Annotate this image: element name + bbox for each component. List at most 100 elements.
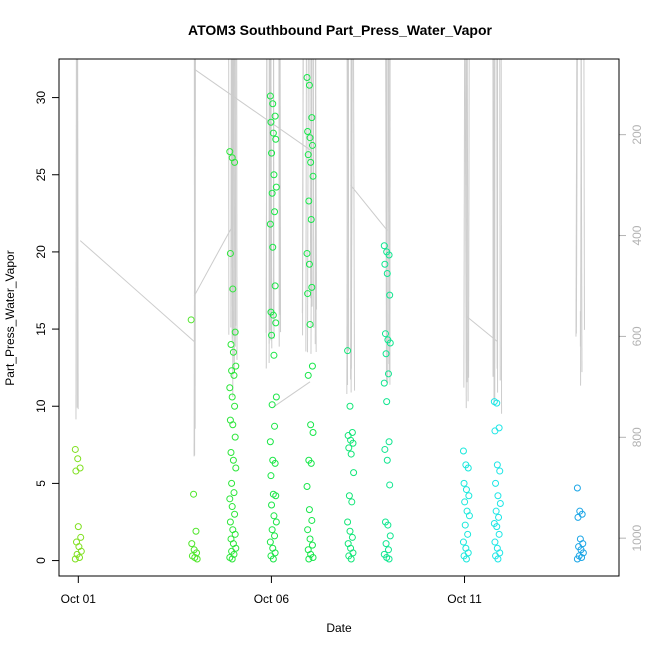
data-point	[495, 513, 503, 521]
data-point	[272, 319, 280, 327]
data-point	[381, 445, 389, 453]
data-point	[460, 479, 468, 487]
data-point	[344, 518, 352, 526]
data-point	[268, 526, 276, 534]
data-point	[303, 74, 311, 82]
data-point	[266, 220, 274, 228]
data-point	[306, 134, 314, 142]
profile-line	[499, 58, 501, 381]
data-point	[230, 371, 238, 379]
data-point	[381, 260, 389, 268]
data-point	[493, 399, 501, 407]
data-point	[308, 283, 316, 291]
data-point	[272, 183, 280, 191]
data-point	[459, 538, 467, 546]
data-point	[231, 402, 239, 410]
data-point	[229, 456, 237, 464]
data-point	[304, 151, 312, 159]
data-point	[383, 270, 391, 278]
data-point	[226, 249, 234, 257]
data-point	[231, 158, 239, 166]
data-point	[496, 499, 504, 507]
data-point	[71, 555, 79, 563]
profile-line	[270, 58, 272, 332]
data-point	[306, 535, 314, 543]
data-point	[71, 445, 79, 453]
data-point	[386, 291, 394, 299]
data-point	[347, 450, 355, 458]
data-point	[491, 538, 499, 546]
data-point	[269, 243, 277, 251]
profile-line	[465, 58, 468, 383]
data-point	[190, 490, 198, 498]
data-point	[386, 481, 394, 489]
data-point	[271, 422, 279, 430]
data-point	[308, 541, 316, 549]
profile-lines	[75, 58, 585, 457]
profile-connector	[350, 184, 388, 231]
profile-line	[583, 58, 585, 330]
data-point	[308, 516, 316, 524]
data-point	[226, 384, 234, 392]
data-point	[382, 350, 390, 358]
data-point	[307, 459, 315, 467]
data-point	[266, 92, 274, 100]
data-point	[272, 492, 280, 500]
profile-line	[231, 58, 234, 344]
profile-line	[346, 58, 349, 395]
data-point	[229, 348, 237, 356]
data-point	[269, 129, 277, 137]
data-point	[266, 538, 274, 546]
data-point	[462, 555, 470, 563]
data-point	[271, 112, 279, 120]
data-point	[492, 479, 500, 487]
data-point	[492, 507, 500, 515]
data-point	[384, 546, 392, 554]
data-point	[269, 311, 277, 319]
data-point	[380, 379, 388, 387]
y-tick-label: 25	[34, 168, 48, 182]
data-point	[307, 216, 315, 224]
data-point	[345, 444, 353, 452]
data-point	[386, 532, 394, 540]
right-tick-label: 400	[630, 225, 644, 245]
data-point	[384, 521, 392, 529]
data-point	[271, 532, 279, 540]
data-point	[464, 530, 472, 538]
y-tick-label: 30	[34, 91, 48, 105]
profile-connector	[79, 240, 195, 342]
data-point	[74, 455, 82, 463]
data-point	[495, 424, 503, 432]
data-point	[230, 489, 238, 497]
data-point	[496, 467, 504, 475]
profile-line	[309, 58, 312, 299]
data-point	[77, 533, 85, 541]
data-point	[307, 421, 315, 429]
data-point	[228, 393, 236, 401]
data-point	[188, 540, 196, 548]
data-point	[268, 149, 276, 157]
chart-title: ATOM3 Southbound Part_Press_Water_Vapor	[188, 22, 492, 38]
data-point	[271, 459, 279, 467]
profile-line	[77, 58, 79, 410]
data-point	[349, 439, 357, 447]
x-axis-label: Date	[326, 621, 352, 635]
data-point	[267, 118, 275, 126]
data-point	[192, 527, 200, 535]
data-point	[268, 501, 276, 509]
data-point	[385, 555, 393, 563]
profile-line	[193, 58, 196, 457]
data-point	[383, 456, 391, 464]
data-point	[231, 433, 239, 441]
data-point	[304, 526, 312, 534]
data-point	[578, 553, 586, 561]
y-tick-label: 15	[34, 322, 48, 336]
data-point	[494, 555, 502, 563]
data-point	[308, 114, 316, 122]
data-point	[268, 401, 276, 409]
data-point	[272, 135, 280, 143]
y-tick-label: 20	[34, 245, 48, 259]
data-point	[232, 362, 240, 370]
right-tick-label: 1000	[630, 525, 644, 552]
